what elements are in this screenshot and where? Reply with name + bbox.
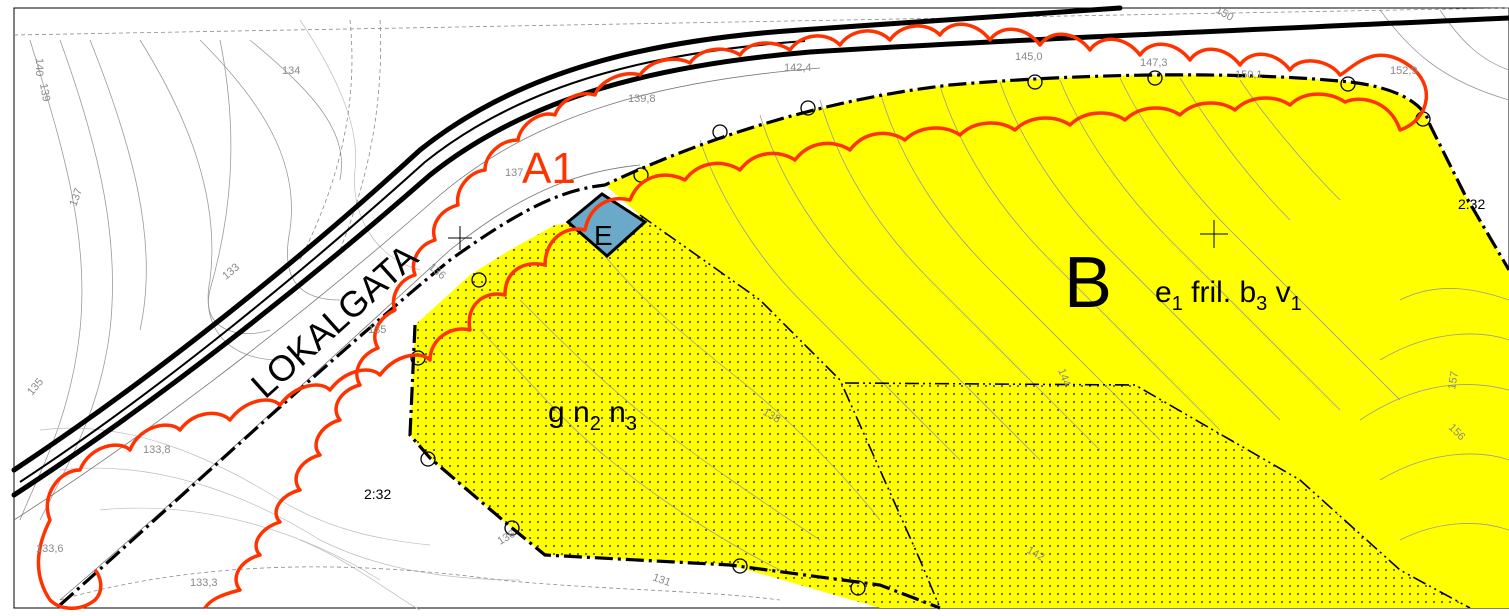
zone-g-area <box>410 215 940 608</box>
zone-b-label: B <box>1064 243 1112 323</box>
height-label: 135 <box>368 324 386 336</box>
zone-b-code: e1 fril. b3 v1 <box>1155 276 1302 315</box>
road-edges <box>11 5 1509 601</box>
height-label: 152,9 <box>1390 65 1418 77</box>
height-label: 139 <box>37 82 52 102</box>
crosshair-markers <box>448 220 1228 250</box>
height-label: 145,0 <box>1015 51 1043 63</box>
height-label: 140 <box>33 58 45 76</box>
height-label: 133,6 <box>36 543 64 555</box>
slope-label-left: 2:32 <box>364 486 391 502</box>
slope-label-right: 2:32 <box>1458 196 1485 212</box>
zone-contours <box>479 77 1509 571</box>
zone-e-label: E <box>594 220 613 251</box>
height-label: 144 <box>1055 367 1073 388</box>
height-label: 137 <box>505 167 523 179</box>
height-label: 133,8 <box>143 444 171 456</box>
height-label: 137 <box>68 187 86 208</box>
zone-a1-label: A1 <box>522 144 576 193</box>
height-label: 139,8 <box>628 93 656 105</box>
zone-e-area <box>565 192 648 259</box>
revision-cloud[interactable] <box>36 22 1429 610</box>
height-label: 147,3 <box>1140 57 1168 69</box>
height-label: 142,4 <box>784 62 812 74</box>
height-label: 157 <box>1446 370 1461 390</box>
zone-g-east-area <box>845 383 1470 608</box>
height-label: 134 <box>282 65 300 77</box>
height-label: 150,1 <box>1235 69 1263 81</box>
height-label: 131 <box>651 572 672 590</box>
zone-g-code: g n2 n3 <box>548 396 637 435</box>
height-label: 133,3 <box>190 577 218 589</box>
